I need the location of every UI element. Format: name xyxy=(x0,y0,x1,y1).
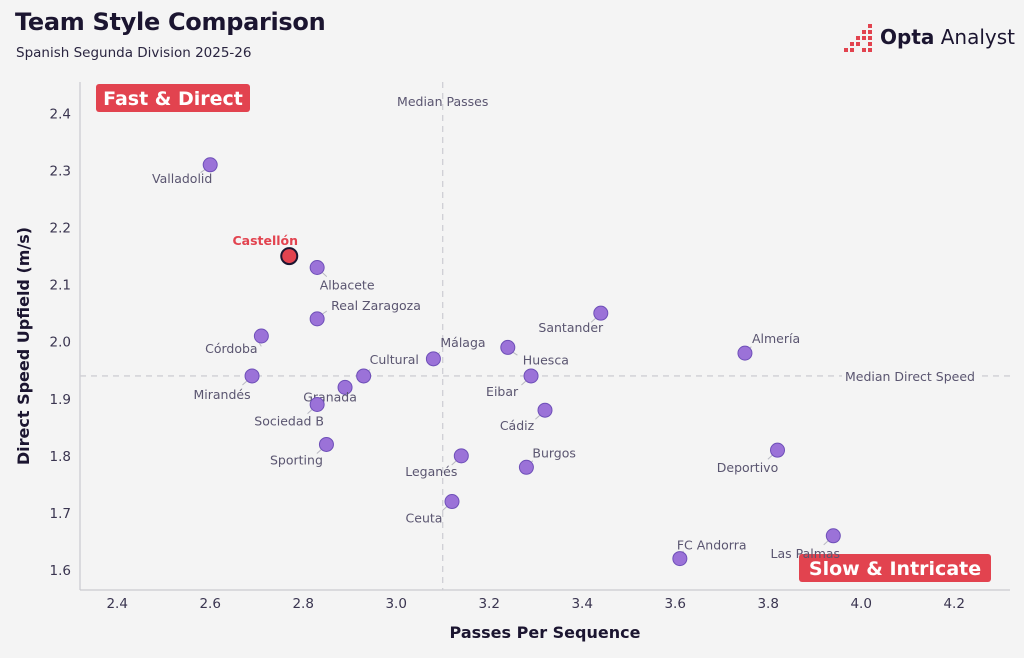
data-point-cadiz xyxy=(537,402,553,418)
y-tick-label: 2.3 xyxy=(50,163,71,179)
median-speed-label: Median Direct Speed xyxy=(845,369,975,384)
y-tick-label: 1.7 xyxy=(50,506,71,522)
quadrant-label-fast-direct: Fast & Direct xyxy=(103,88,243,110)
data-point-huesca xyxy=(500,339,516,355)
x-tick-label: 2.6 xyxy=(199,596,220,612)
data-point-leganes xyxy=(453,448,469,464)
point-label-mirandes: Mirandés xyxy=(193,387,250,402)
chart-subtitle: Spanish Segunda Division 2025-26 xyxy=(16,45,252,61)
data-point-castellon xyxy=(280,247,299,266)
data-point-mirandes xyxy=(244,368,260,384)
median-passes-label: Median Passes xyxy=(397,94,488,109)
y-axis-title: Direct Speed Upfield (m/s) xyxy=(14,227,33,465)
x-tick-label: 2.4 xyxy=(106,596,127,612)
y-tick-label: 1.9 xyxy=(50,392,71,408)
data-point-fc-andorra xyxy=(672,551,688,567)
brand-bold: Opta xyxy=(880,25,935,49)
quadrant-badge-slow-intricate xyxy=(799,554,991,582)
opta-logo-icon xyxy=(844,24,872,52)
y-tick-label: 2.1 xyxy=(50,278,71,294)
point-label-leganes: Leganés xyxy=(405,464,457,479)
point-label-las-palmas: Las Palmas xyxy=(771,546,841,561)
point-label-burgos: Burgos xyxy=(532,445,576,460)
point-label-deportivo: Deportivo xyxy=(717,460,778,475)
point-label-santander: Santander xyxy=(538,320,604,335)
data-point-burgos xyxy=(518,459,534,475)
x-tick-label: 4.0 xyxy=(850,596,871,612)
data-point-granada xyxy=(337,379,353,395)
y-tick-label: 2.2 xyxy=(50,221,71,237)
data-point-santander xyxy=(593,305,609,321)
data-point-malaga xyxy=(425,351,441,367)
data-point-eibar xyxy=(523,368,539,384)
point-label-ceuta: Ceuta xyxy=(406,511,443,526)
data-point-cordoba xyxy=(253,328,269,344)
x-tick-label: 4.2 xyxy=(943,596,964,612)
data-point-albacete xyxy=(309,260,325,276)
x-tick-label: 3.2 xyxy=(478,596,499,612)
data-point-cultural xyxy=(356,368,372,384)
point-label-valladolid: Valladolid xyxy=(152,171,212,186)
point-label-albacete: Albacete xyxy=(320,278,375,293)
x-tick-label: 3.4 xyxy=(571,596,592,612)
brand-light: Analyst xyxy=(940,25,1016,49)
point-label-cultural: Cultural xyxy=(370,352,419,367)
data-point-sociedad-b xyxy=(309,396,325,412)
point-label-huesca: Huesca xyxy=(523,352,569,367)
point-label-castellon: Castellón xyxy=(232,233,298,248)
y-tick-label: 1.6 xyxy=(50,563,71,579)
point-label-sporting: Sporting xyxy=(270,452,323,467)
data-point-sporting xyxy=(318,436,334,452)
data-point-valladolid xyxy=(202,157,218,173)
x-tick-label: 3.6 xyxy=(664,596,685,612)
point-label-malaga: Málaga xyxy=(440,335,485,350)
point-label-cadiz: Cádiz xyxy=(500,418,535,433)
point-label-real-zaragoza: Real Zaragoza xyxy=(331,298,421,313)
y-tick-label: 2.4 xyxy=(50,106,71,122)
point-label-cordoba: Córdoba xyxy=(205,341,257,356)
y-tick-label: 1.8 xyxy=(50,449,71,465)
y-tick-label: 2.0 xyxy=(50,335,71,351)
point-label-almeria: Almería xyxy=(752,331,800,346)
x-tick-label: 3.0 xyxy=(385,596,406,612)
median-speed-label-bg xyxy=(842,366,978,385)
point-label-eibar: Eibar xyxy=(486,384,519,399)
data-point-ceuta xyxy=(444,494,460,510)
quadrant-badge-fast-direct xyxy=(96,84,250,112)
chart-title: Team Style Comparison xyxy=(15,8,326,36)
data-point-real-zaragoza xyxy=(309,311,325,327)
x-tick-label: 3.8 xyxy=(757,596,778,612)
data-point-las-palmas xyxy=(825,528,841,544)
point-label-sociedad-b: Sociedad B xyxy=(254,413,324,428)
quadrant-label-slow-intricate: Slow & Intricate xyxy=(809,558,981,580)
x-axis-title: Passes Per Sequence xyxy=(450,623,641,642)
brand-name: Opta Analyst xyxy=(880,25,1015,49)
point-label-fc-andorra: FC Andorra xyxy=(677,538,747,553)
data-point-deportivo xyxy=(770,442,785,458)
x-tick-label: 2.8 xyxy=(292,596,313,612)
opta-analyst-logo: Opta Analyst xyxy=(842,22,1017,56)
data-point-almeria xyxy=(737,345,753,361)
